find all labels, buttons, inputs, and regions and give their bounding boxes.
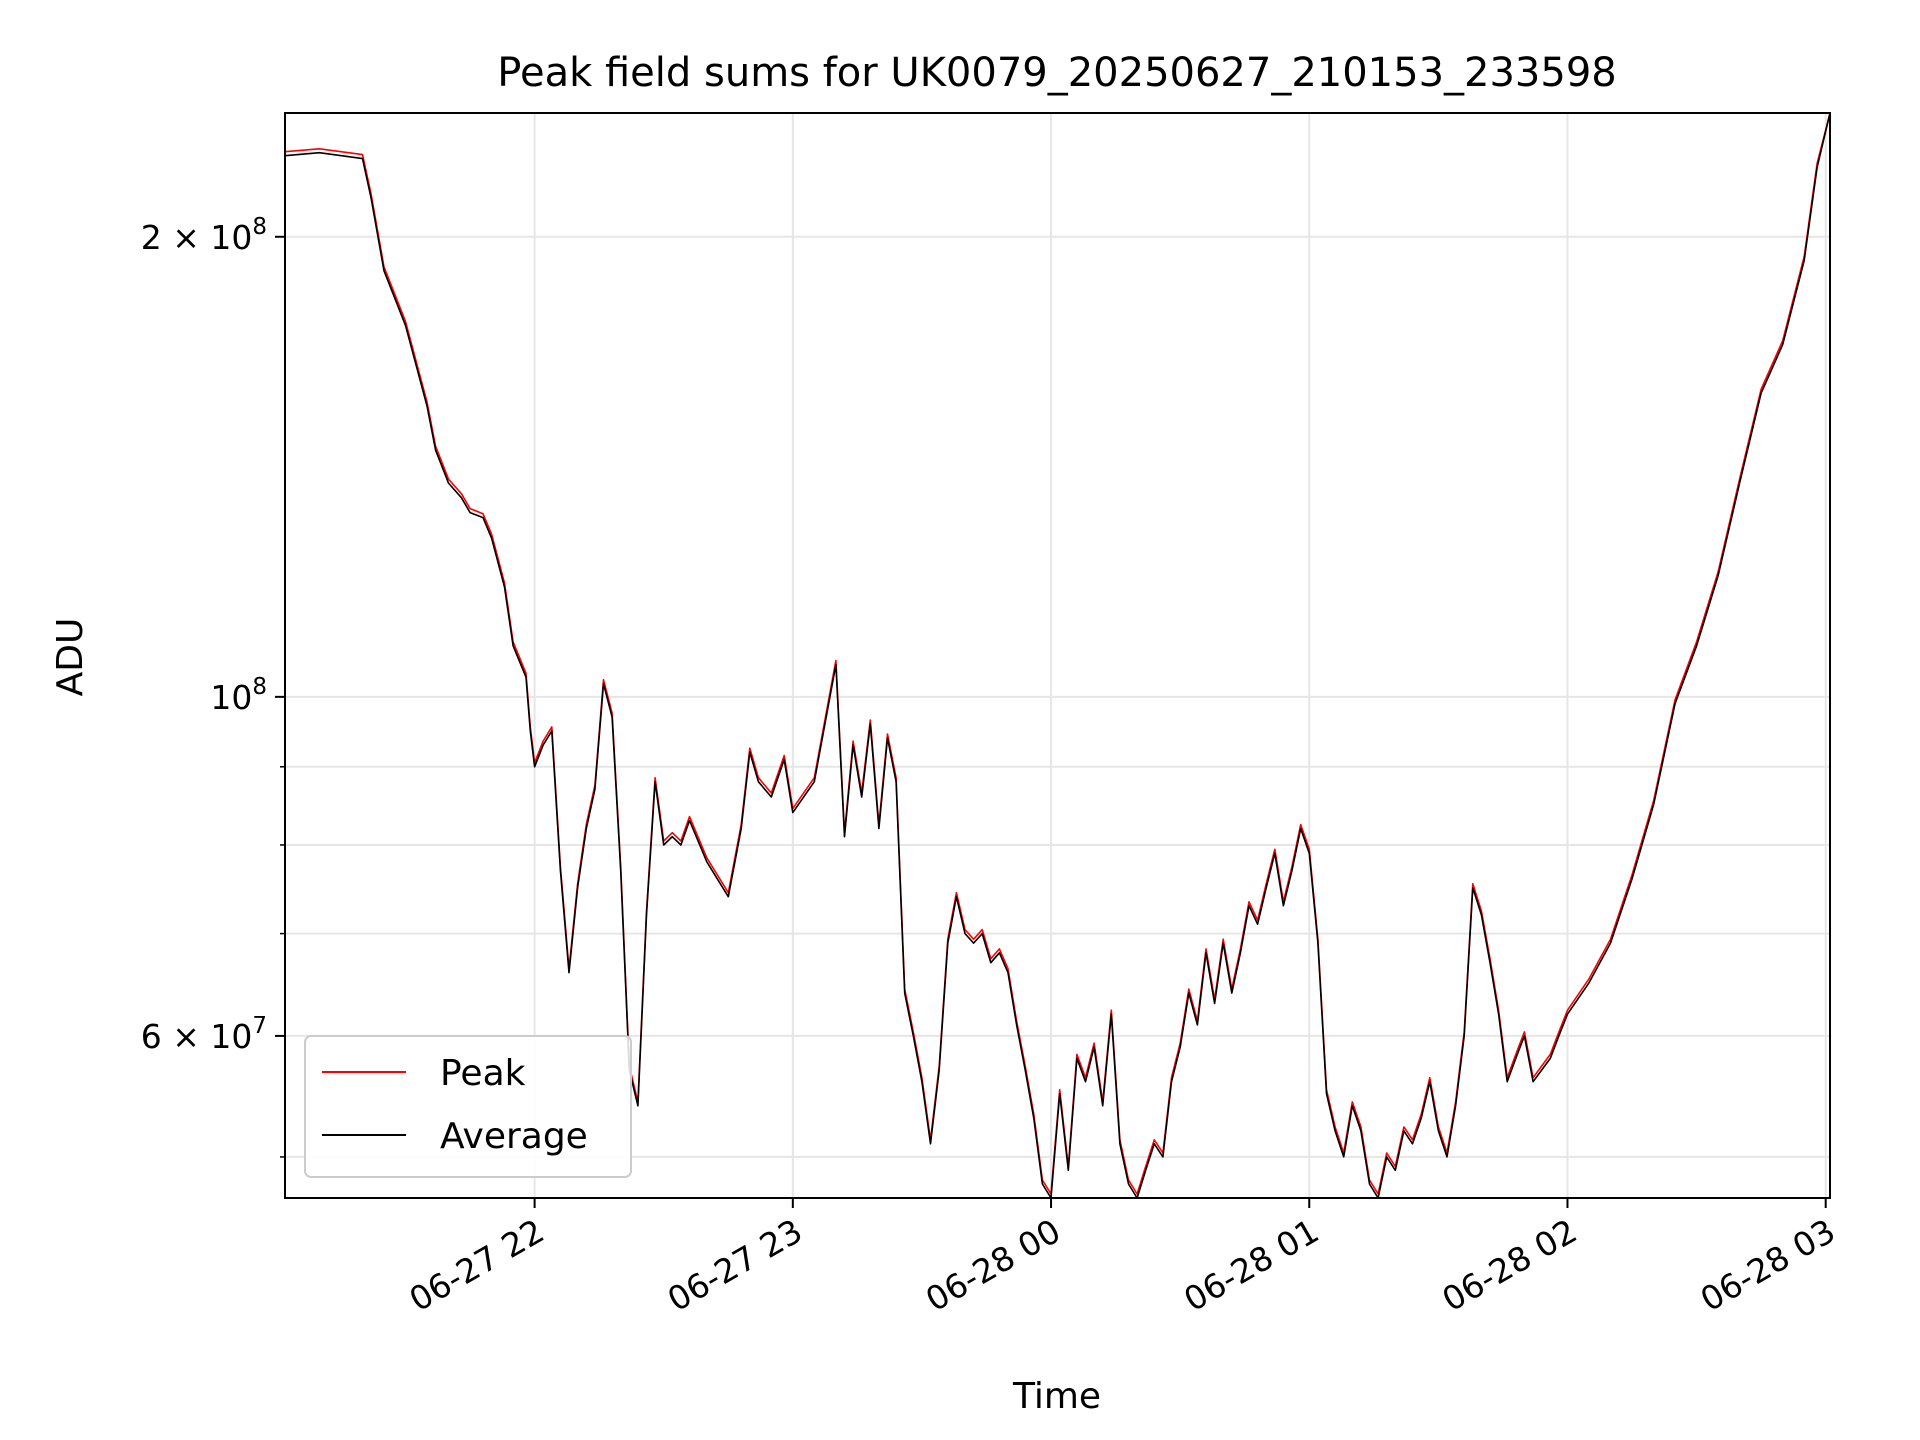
- plot-frame: [284, 112, 1831, 1199]
- x-axis-label: Time: [1012, 1376, 1101, 1417]
- legend-label-average: Average: [440, 1116, 588, 1157]
- plot-lines: [284, 112, 1831, 1199]
- y-tick-label: 2 × 108: [141, 214, 267, 257]
- y-axis-label: ADU: [50, 618, 91, 697]
- legend-label-peak: Peak: [440, 1053, 526, 1094]
- series-line-average: [284, 112, 1831, 1199]
- chart-title: Peak field sums for UK0079_20250627_2101…: [497, 50, 1616, 96]
- y-tick-label: 6 × 107: [141, 1013, 267, 1056]
- y-tick-label: 108: [210, 674, 267, 717]
- y-axis-ticks: 2 × 108 108 6 × 107: [141, 214, 285, 1158]
- grid-lines: [285, 113, 1830, 1198]
- legend: Peak Average: [304, 1035, 632, 1178]
